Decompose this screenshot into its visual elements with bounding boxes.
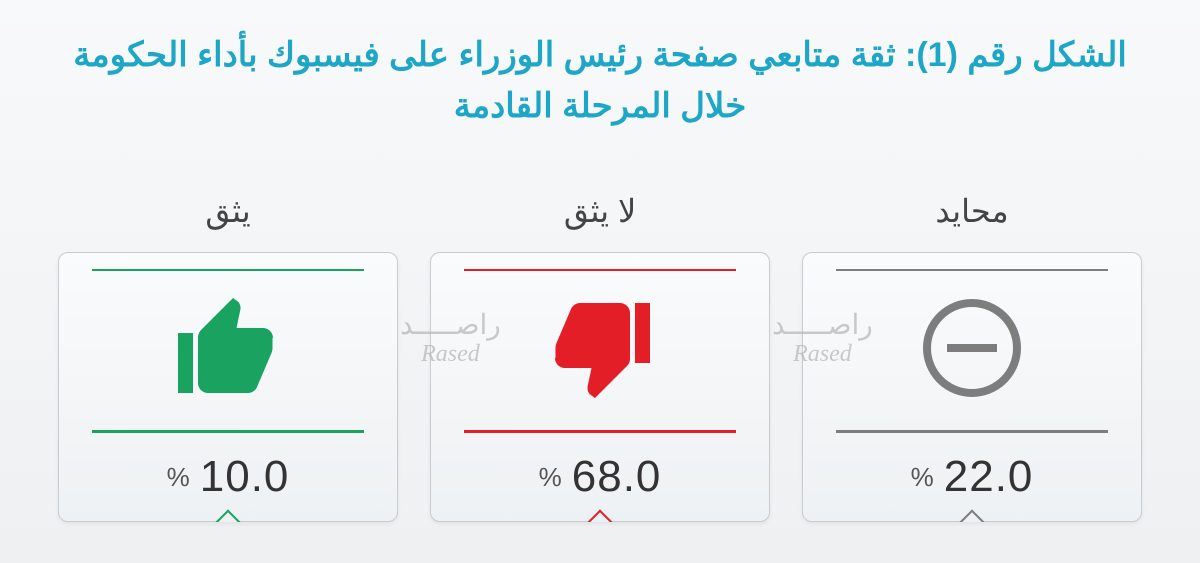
thumbs-up-icon (168, 288, 288, 413)
icon-zone-trust (77, 271, 379, 430)
cards-row: يثق 10.0 % لا يثق (0, 192, 1200, 522)
percent-symbol: % (167, 462, 190, 493)
value-trust: 10.0 (200, 452, 290, 502)
value-neutral: 22.0 (944, 452, 1034, 502)
thumbs-down-icon (540, 288, 660, 413)
label-neutral: محايد (935, 192, 1008, 230)
card-no-trust: 68.0 % (430, 252, 770, 522)
col-no-trust: لا يثق 68.0 % (430, 192, 770, 522)
card-trust: 10.0 % (58, 252, 398, 522)
card-notch (580, 508, 620, 522)
neutral-circle-icon (912, 288, 1032, 413)
chart-title: الشكل رقم (1): ثقة متابعي صفحة رئيس الوز… (0, 0, 1200, 152)
icon-zone-no-trust (449, 271, 751, 430)
percent-symbol: % (911, 462, 934, 493)
icon-zone-neutral (821, 271, 1123, 430)
col-trust: يثق 10.0 % (58, 192, 398, 522)
col-neutral: محايد 22.0 % (802, 192, 1142, 522)
label-no-trust: لا يثق (564, 192, 636, 230)
card-notch (208, 508, 248, 522)
value-no-trust: 68.0 (572, 452, 662, 502)
card-notch (952, 508, 992, 522)
label-trust: يثق (205, 192, 250, 230)
percent-symbol: % (539, 462, 562, 493)
card-neutral: 22.0 % (802, 252, 1142, 522)
